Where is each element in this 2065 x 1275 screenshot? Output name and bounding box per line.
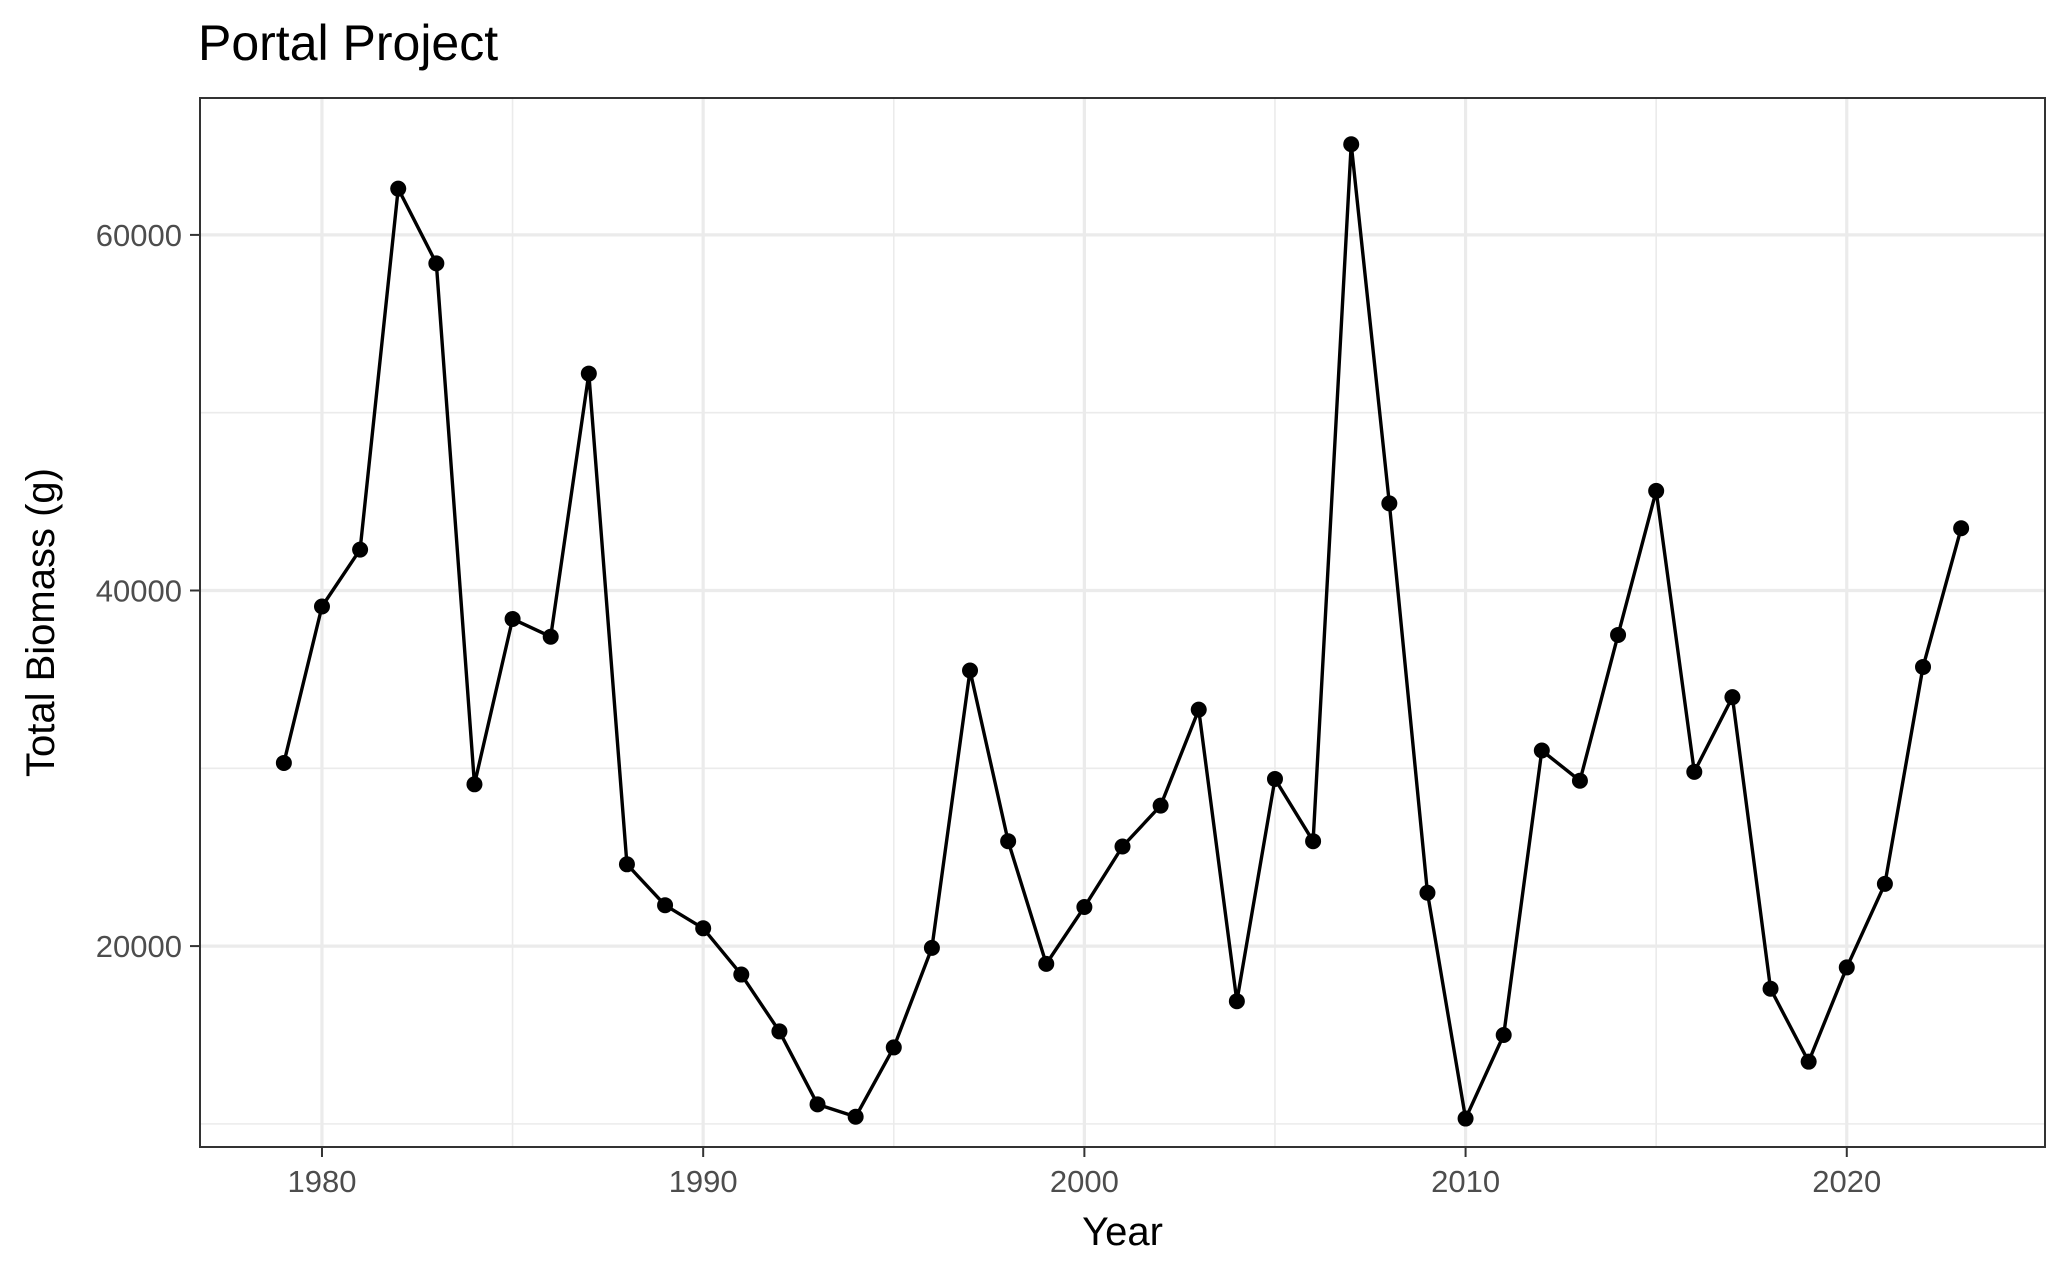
data-series — [275, 136, 1970, 1127]
data-point — [1571, 772, 1588, 789]
data-point — [542, 628, 559, 645]
data-point — [275, 754, 292, 771]
axes: 1980 1990 2000 2010 2020 20000 40000 60000 — [96, 218, 1881, 1199]
chart-title: Portal Project — [198, 15, 498, 71]
data-point — [1533, 742, 1550, 759]
data-point — [1800, 1053, 1817, 1070]
data-point — [466, 776, 483, 793]
data-point — [1228, 993, 1245, 1010]
x-axis-title: Year — [1082, 1210, 1163, 1254]
data-point — [313, 598, 330, 615]
x-tick-label: 2020 — [1812, 1164, 1881, 1199]
data-point — [390, 180, 407, 197]
data-point — [1457, 1110, 1474, 1127]
data-point — [657, 897, 674, 914]
data-point — [1343, 136, 1360, 153]
data-point — [428, 255, 445, 272]
data-point — [352, 541, 369, 558]
y-tick-label: 60000 — [96, 218, 182, 253]
data-point — [1495, 1026, 1512, 1043]
data-point — [733, 966, 750, 983]
y-tick-label: 40000 — [96, 573, 182, 608]
data-point — [771, 1023, 788, 1040]
data-point — [580, 365, 597, 382]
data-point — [847, 1108, 864, 1125]
data-point — [1076, 898, 1093, 915]
data-point — [1266, 770, 1283, 787]
y-axis-title: Total Biomass (g) — [19, 468, 63, 777]
data-point — [1000, 833, 1017, 850]
data-point — [1419, 884, 1436, 901]
data-point — [1152, 797, 1169, 814]
data-point — [618, 856, 635, 873]
data-point — [1876, 875, 1893, 892]
plot-panel-border — [199, 97, 2046, 1148]
x-tick-label: 1990 — [669, 1164, 738, 1199]
data-point — [1305, 833, 1322, 850]
data-point — [1762, 980, 1779, 997]
x-tick-label: 1980 — [287, 1164, 356, 1199]
data-point — [695, 920, 712, 937]
data-point — [1838, 959, 1855, 976]
y-tick-label: 20000 — [96, 929, 182, 964]
data-point — [1686, 763, 1703, 780]
data-point — [1648, 482, 1665, 499]
data-point — [1381, 495, 1398, 512]
data-point — [1038, 955, 1055, 972]
data-point — [923, 939, 940, 956]
x-tick-label: 2010 — [1431, 1164, 1500, 1199]
data-point — [1724, 689, 1741, 706]
data-point — [885, 1039, 902, 1056]
data-point — [809, 1096, 826, 1113]
data-point — [1114, 838, 1131, 855]
data-point — [1610, 626, 1627, 643]
x-tick-label: 2000 — [1050, 1164, 1119, 1199]
data-point — [504, 610, 521, 627]
gridlines — [200, 98, 2045, 1147]
data-point — [1915, 658, 1932, 675]
data-point — [1190, 701, 1207, 718]
data-point — [962, 662, 979, 679]
data-point — [1953, 520, 1970, 537]
